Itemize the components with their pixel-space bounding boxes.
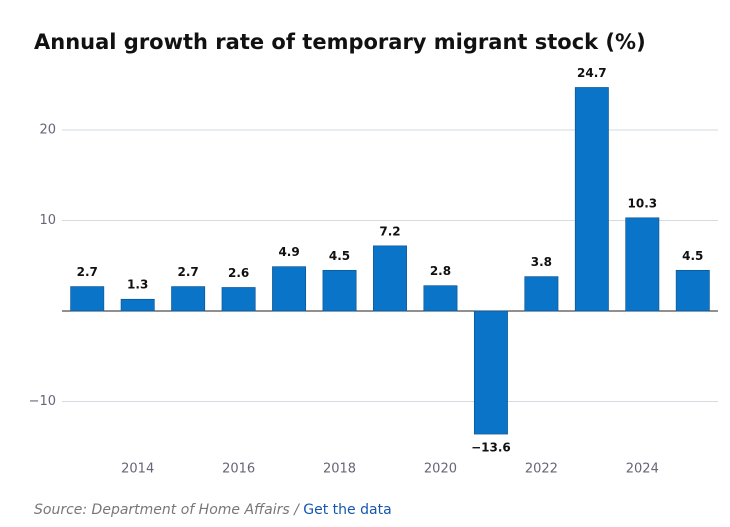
x-tick-label: 2016 (222, 462, 255, 477)
value-label: 4.5 (329, 249, 350, 263)
bar (221, 287, 256, 312)
value-label: −13.6 (471, 441, 511, 455)
x-tick-label: 2018 (323, 462, 356, 477)
y-tick-label: 10 (39, 213, 56, 228)
data-link[interactable]: Get the data (303, 502, 391, 518)
value-label: 7.2 (379, 224, 400, 238)
value-label: 1.3 (127, 278, 148, 292)
source: Source: Department of Home Affairs / (34, 502, 303, 518)
value-label: 4.5 (682, 249, 703, 263)
bar (373, 245, 407, 312)
value-label: 2.8 (430, 264, 451, 278)
bar (574, 87, 609, 312)
y-tick-label: −10 (29, 394, 56, 409)
bar (120, 298, 155, 312)
bar (524, 276, 559, 312)
x-tick-label: 2024 (626, 462, 659, 477)
value-label: 4.9 (278, 245, 299, 259)
value-label: 3.8 (531, 255, 552, 269)
bar (473, 310, 508, 435)
bar (70, 286, 105, 312)
x-tick-label: 2020 (424, 462, 457, 477)
bar (272, 266, 307, 312)
value-label: 2.7 (77, 265, 98, 279)
footer: Source: Department of Home Affairs / Get… (34, 502, 392, 518)
x-tick-label: 2014 (121, 462, 154, 477)
bar (171, 286, 206, 312)
bar (322, 269, 357, 312)
value-label: 2.6 (228, 266, 249, 280)
value-label: 10.3 (628, 196, 658, 210)
y-tick-label: 20 (39, 123, 56, 138)
value-label: 2.7 (178, 265, 199, 279)
x-tick-label: 2022 (525, 462, 558, 477)
bar (423, 285, 458, 312)
value-label: 24.7 (577, 66, 607, 80)
bar (625, 217, 660, 312)
bar (675, 269, 710, 312)
chart-title: Annual growth rate of temporary migrant … (34, 30, 646, 54)
